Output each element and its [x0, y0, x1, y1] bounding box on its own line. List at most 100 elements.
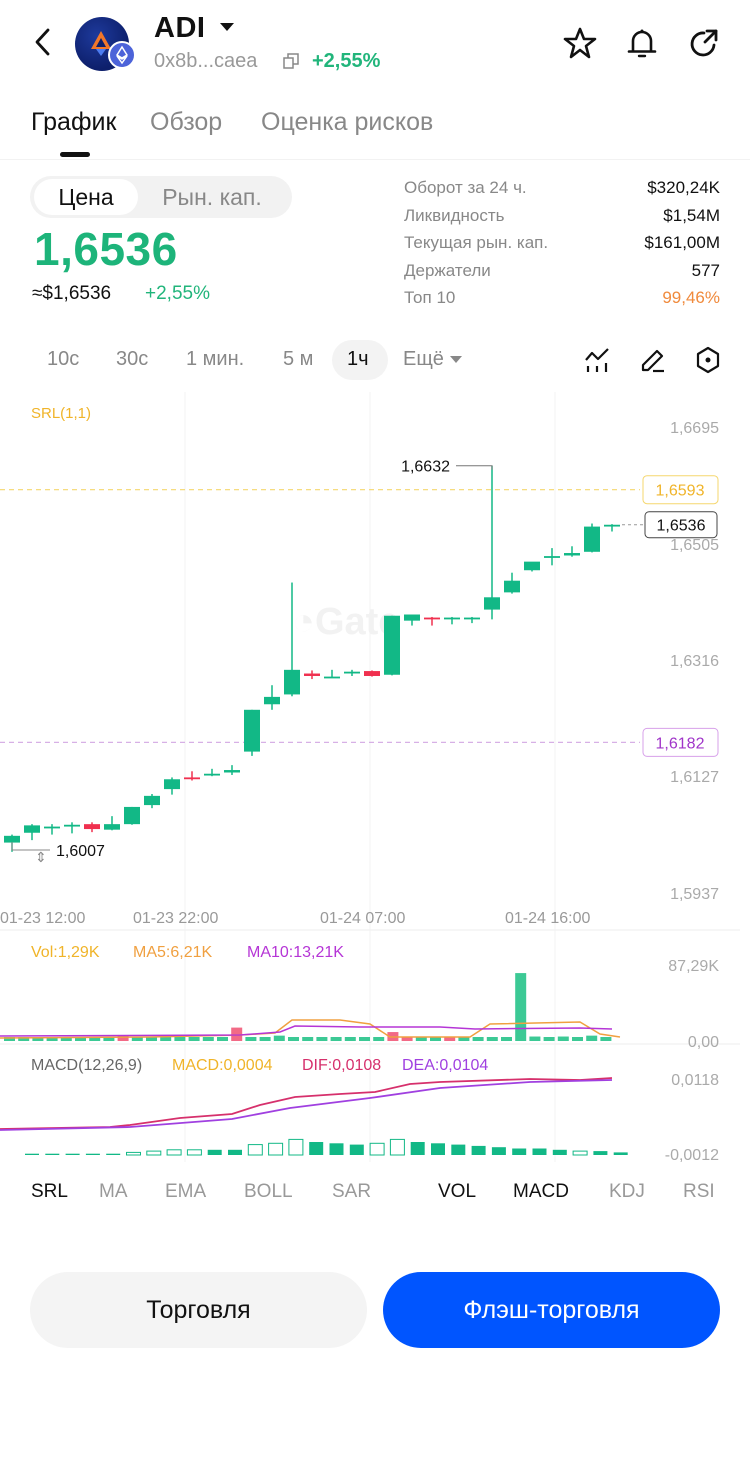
volume-bar [245, 1037, 257, 1041]
tab-overview[interactable]: Обзор [150, 108, 223, 136]
timeframe-1m[interactable]: 1 мин. [186, 348, 245, 370]
macd-histogram-bar [288, 1138, 304, 1156]
stat-label: Текущая рын. кап. [404, 233, 549, 253]
volume-bar [75, 1037, 86, 1041]
more-label: Ещё [403, 348, 444, 370]
low-price-label: 1,6007 [56, 843, 105, 860]
macd-histogram-bar [126, 1151, 141, 1156]
srl-label: SRL(1,1) [31, 405, 91, 422]
caret-down-icon[interactable] [220, 23, 234, 31]
toggle-price[interactable]: Цена [34, 179, 138, 215]
volume-bar [217, 1037, 228, 1041]
toggle-market-cap[interactable]: Рын. кап. [162, 184, 262, 210]
timeframe-30s[interactable]: 30с [116, 348, 149, 370]
macd-histogram-bar [65, 1153, 80, 1155]
top-bar: ADI 0x8b...caea +2,55% [0, 0, 750, 90]
macd-histogram-bar [349, 1144, 364, 1155]
volume-bar [529, 1036, 541, 1041]
volume-bar [46, 1037, 58, 1041]
y-axis-label: 1,6695 [670, 420, 719, 437]
macd-histogram-bar [572, 1150, 588, 1156]
candle-body [24, 825, 40, 833]
header-change-pct: +2,55% [312, 50, 381, 72]
token-symbol[interactable]: ADI [154, 12, 206, 44]
candle-body [104, 824, 120, 830]
caret-down-icon [449, 356, 462, 364]
dif-label: DIF:0,0108 [302, 1057, 381, 1074]
timeframe-more[interactable]: Ещё [403, 348, 462, 371]
y-axis-label: 1,5937 [670, 886, 719, 903]
indicator-sar[interactable]: SAR [332, 1181, 372, 1202]
macd-histogram-bar [106, 1153, 121, 1155]
price-chart[interactable]: ◔Gate SRL(1,1) 1,6695 1,6505 1,6316 1,6127 1,5… [0, 392, 750, 1172]
high-marker-line [456, 465, 493, 470]
timeframe-10s[interactable]: 10с [47, 348, 80, 370]
candle-body [604, 524, 620, 527]
back-icon[interactable] [28, 24, 58, 60]
indicator-ema[interactable]: EMA [165, 1181, 207, 1202]
indicator-tabs: SRL MA EMA BOLL SAR VOL MACD KDJ RSI [0, 1175, 750, 1211]
tab-chart[interactable]: График [31, 108, 117, 136]
copy-icon[interactable] [283, 53, 299, 69]
token-logo-icon [91, 31, 111, 56]
volume-bar [60, 1037, 72, 1041]
gate-watermark: ◔Gate [292, 601, 399, 643]
volume-bar [188, 1037, 200, 1041]
stat-row-market-cap: Текущая рын. кап. $161,00M [404, 231, 720, 259]
candle-body [284, 669, 300, 695]
x-axis-label: 01-23 22:00 [133, 910, 219, 927]
stat-label: Ликвидность [404, 205, 505, 225]
candle-body [164, 779, 180, 790]
candle-body [424, 617, 440, 620]
chain-eth-icon [108, 41, 136, 69]
flash-trade-button[interactable]: Флэш-торговля [383, 1272, 720, 1348]
volume-bar [174, 1037, 186, 1041]
volume-bar [515, 973, 527, 1041]
volume-bar [458, 1037, 470, 1041]
indicator-icon[interactable] [583, 346, 611, 374]
low-marker-icon: ⇕ [35, 849, 47, 865]
candle-body [144, 795, 160, 806]
current-price-badge [644, 511, 718, 539]
volume-bar [316, 1037, 328, 1041]
indicator-boll[interactable]: BOLL [244, 1181, 293, 1202]
macd-histogram-bar [45, 1153, 60, 1155]
indicator-macd[interactable]: MACD [513, 1181, 569, 1202]
volume-bar [600, 1037, 612, 1041]
stat-value: $320,24K [647, 178, 720, 197]
trade-button[interactable]: Торговля [30, 1272, 367, 1348]
candle-body [364, 671, 380, 676]
settings-hexagon-icon[interactable] [694, 346, 722, 374]
stat-row-holders: Держатели 577 [404, 259, 720, 287]
timeframe-1h[interactable]: 1ч [347, 348, 369, 370]
draw-pencil-icon[interactable] [639, 346, 667, 374]
candle-body [484, 597, 500, 610]
macd-histogram-bar [532, 1148, 547, 1155]
volume-bar [89, 1037, 101, 1041]
stat-label: Держатели [404, 260, 491, 280]
volume-bar [302, 1037, 314, 1041]
indicator-rsi[interactable]: RSI [683, 1181, 715, 1202]
indicator-vol[interactable]: VOL [438, 1181, 477, 1202]
indicator-srl[interactable]: SRL [31, 1181, 68, 1202]
star-icon[interactable] [563, 26, 597, 60]
macd-histogram-bar [552, 1149, 567, 1155]
x-axis-label: 01-24 16:00 [505, 910, 591, 927]
indicator-ma[interactable]: MA [99, 1181, 128, 1202]
page-tabs: График Обзор Оценка рисков [0, 100, 750, 160]
price-mcap-toggle: Цена Рын. кап. [30, 176, 292, 218]
macd-histogram-bar [471, 1145, 486, 1155]
indicator-kdj[interactable]: KDJ [609, 1181, 645, 1202]
candle-body [584, 526, 600, 552]
y-axis-label: 1,6505 [670, 537, 719, 554]
macd-histogram-bar [410, 1142, 425, 1155]
timeframe-5m[interactable]: 5 м [283, 348, 314, 370]
share-icon[interactable] [687, 26, 721, 60]
macd-value-label: MACD:0,0004 [172, 1057, 273, 1074]
macd-histogram-bar [369, 1142, 385, 1156]
srl-lower-badge [642, 727, 719, 757]
stat-value: 577 [691, 260, 720, 280]
volume-bar [32, 1037, 44, 1041]
bell-icon[interactable] [625, 26, 659, 60]
tab-risk-assessment[interactable]: Оценка рисков [261, 108, 434, 136]
